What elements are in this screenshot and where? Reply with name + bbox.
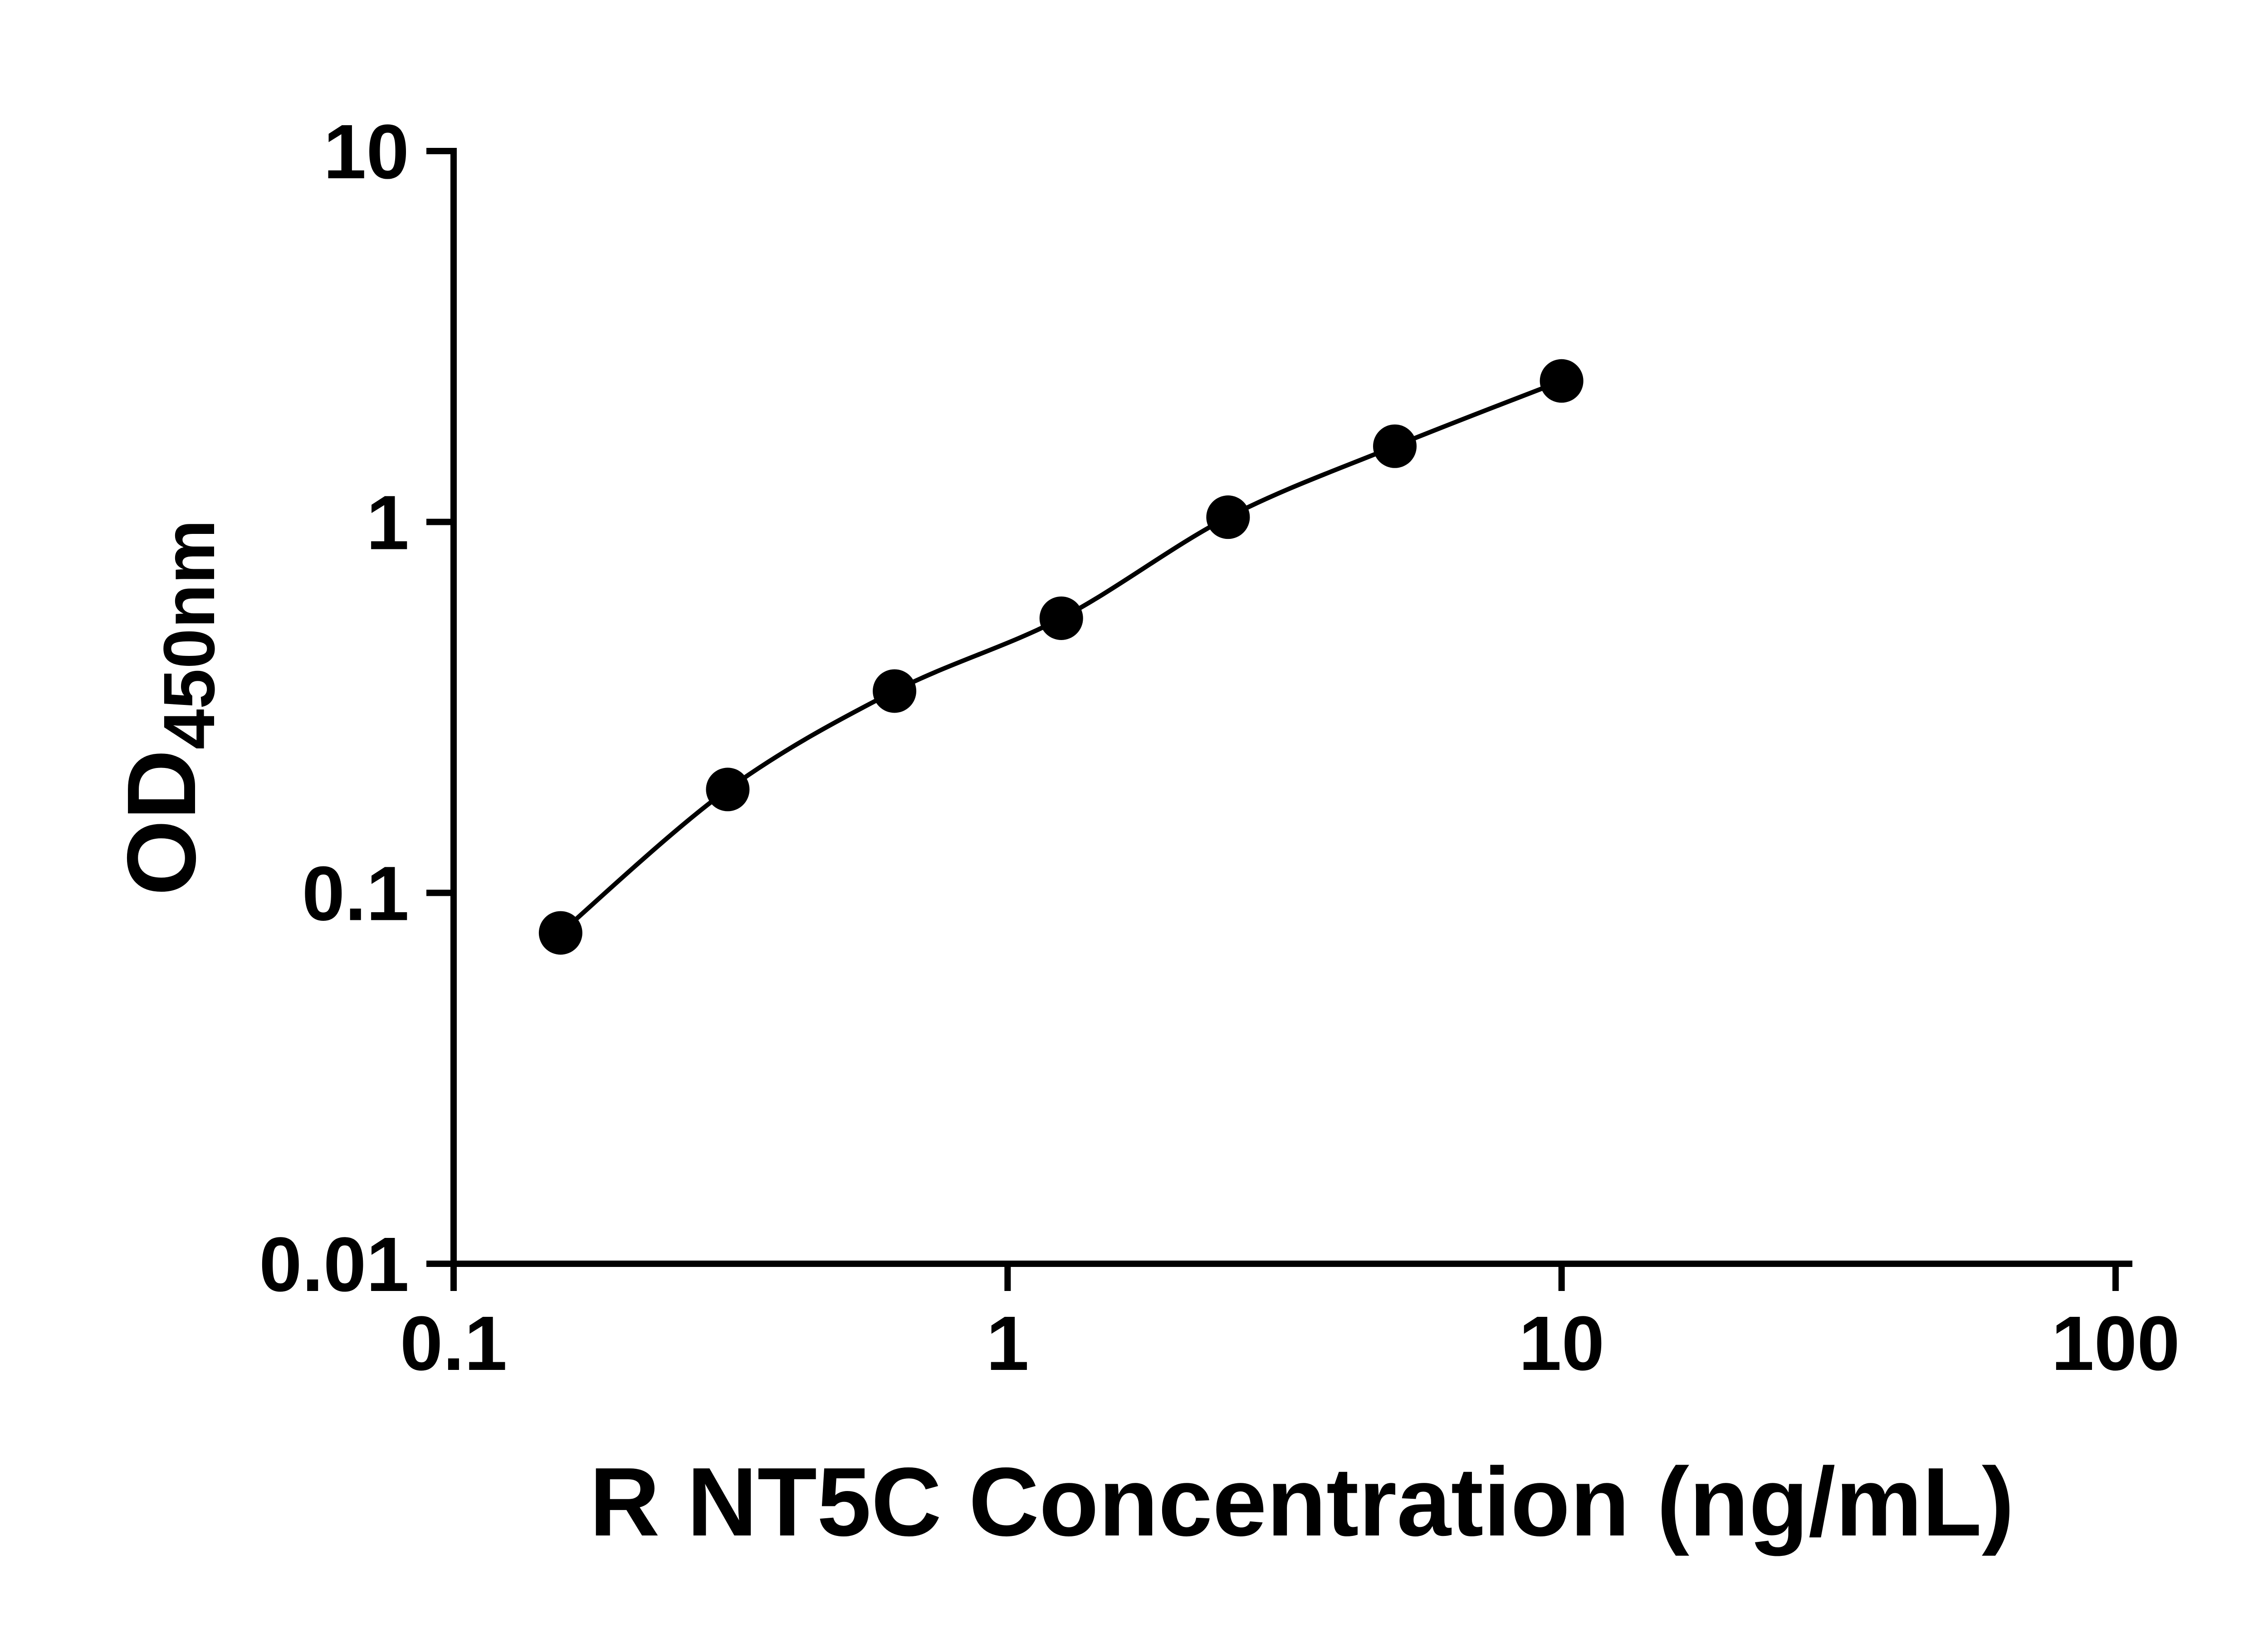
trend-line: [559, 379, 1563, 935]
data-point: [1373, 424, 1417, 468]
y-axis-title-main: OD: [107, 749, 216, 896]
x-tick-label: 1: [986, 1301, 1029, 1387]
data-point: [1540, 359, 1584, 403]
x-axis-title: R NT5C Concentration (ng/mL): [589, 1447, 2014, 1556]
tick-marks: [426, 148, 2119, 1291]
axes: [450, 148, 2132, 1267]
y-tick-label: 0.1: [302, 851, 409, 937]
data-points-group: [538, 359, 1584, 955]
trend-line-group: [559, 379, 1563, 935]
x-tick-label: 100: [2051, 1301, 2180, 1387]
y-axis-title-sub: 450nm: [148, 519, 230, 749]
x-tick-label: 10: [1519, 1301, 1604, 1387]
data-point: [538, 911, 582, 955]
y-tick-label: 1: [366, 480, 409, 566]
data-point: [1206, 495, 1250, 539]
data-point: [1039, 596, 1083, 640]
y-tick-label: 10: [323, 109, 409, 195]
y-axis-title: OD450nm: [107, 519, 230, 895]
x-tick-label: 0.1: [400, 1301, 507, 1387]
data-point: [873, 669, 917, 713]
data-point: [706, 768, 750, 812]
y-tick-label: 0.01: [259, 1222, 409, 1308]
